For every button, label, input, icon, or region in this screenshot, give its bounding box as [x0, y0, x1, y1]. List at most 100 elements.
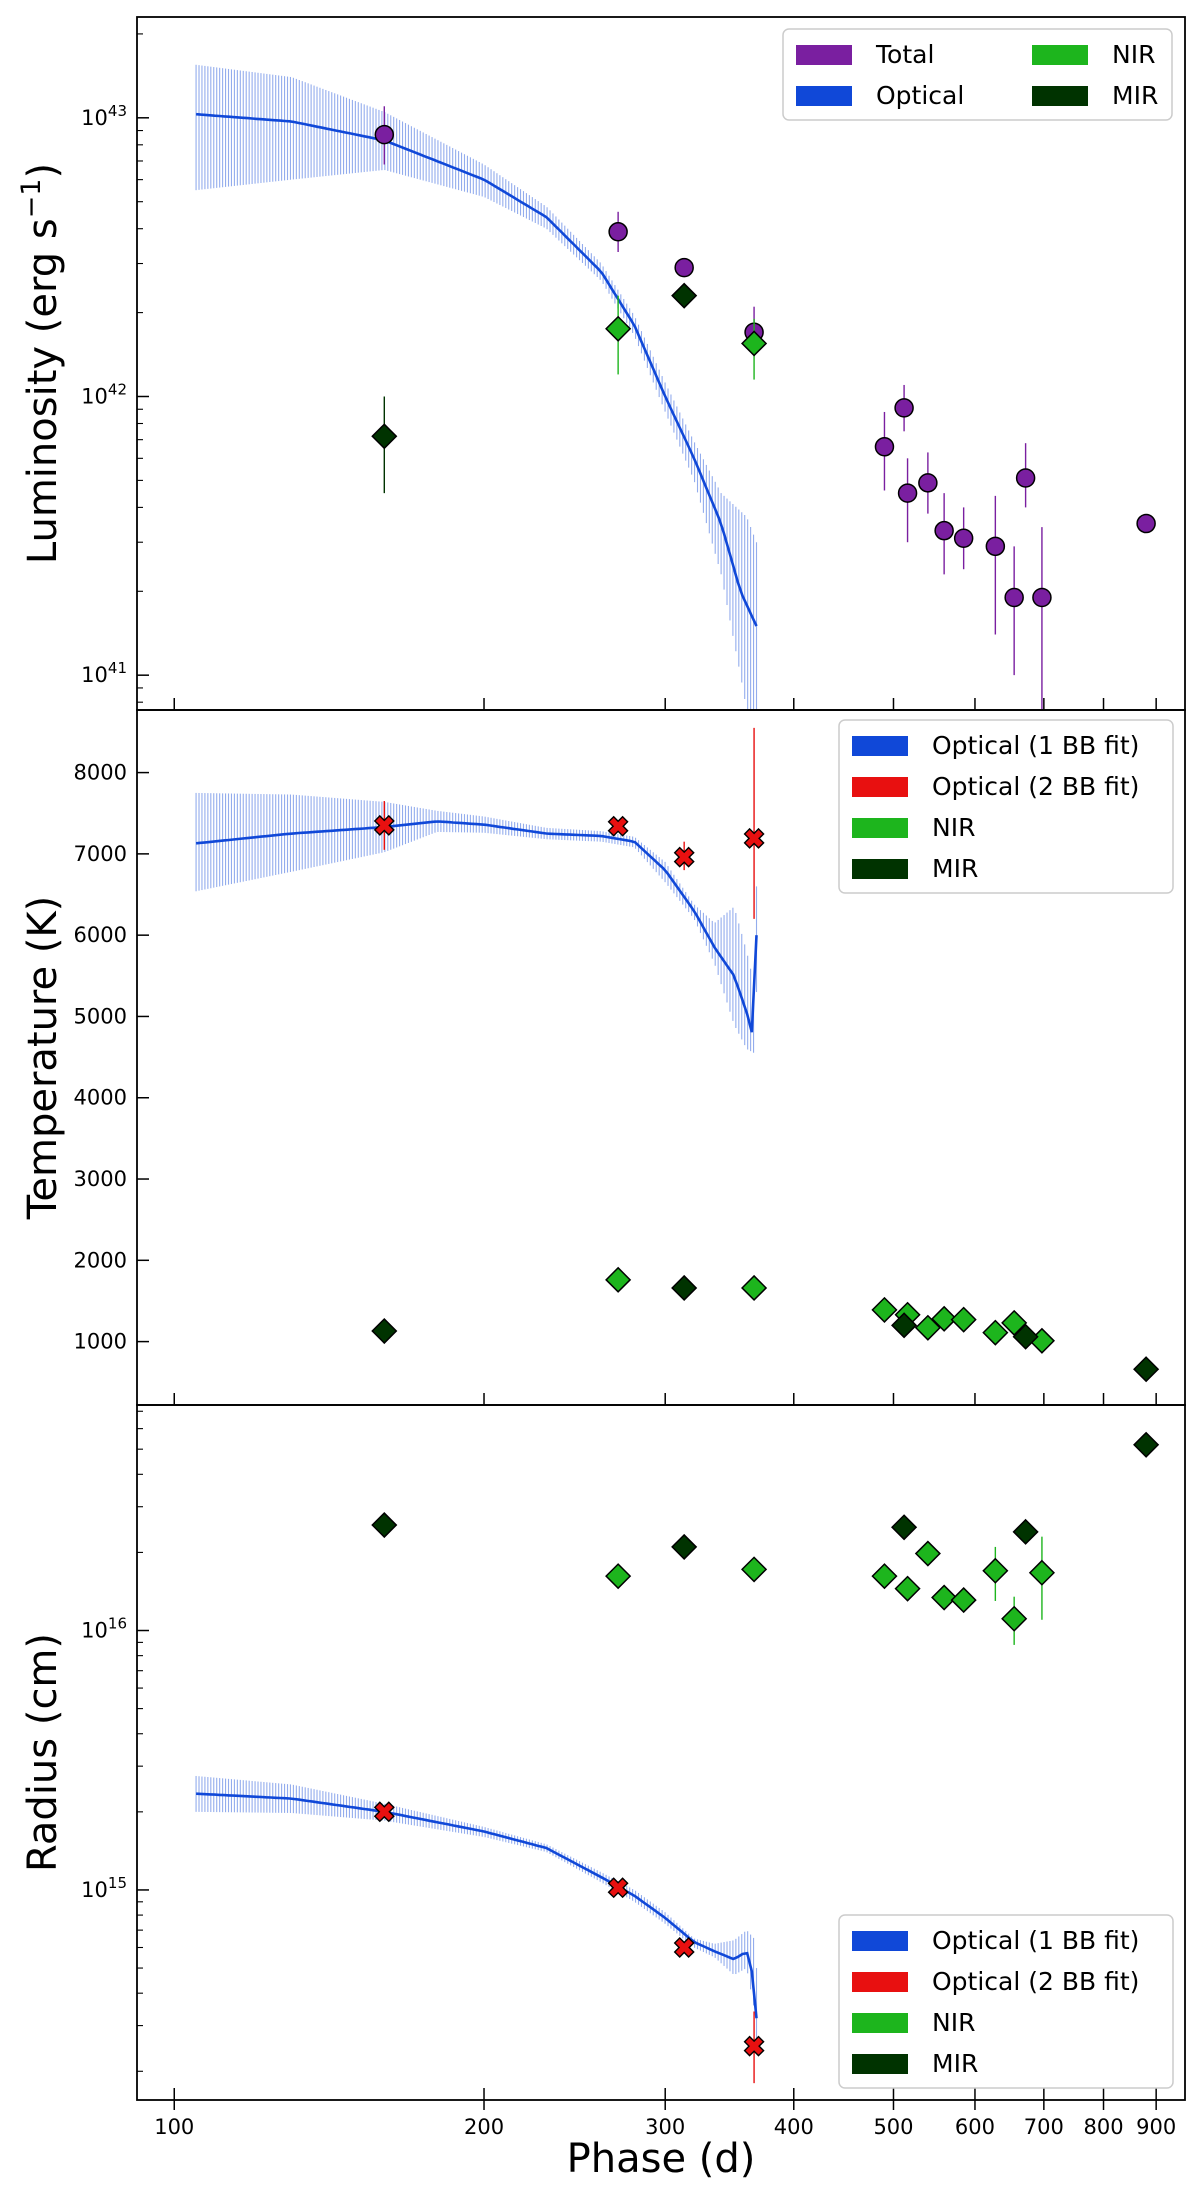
data-point	[914, 1314, 941, 1341]
legend-label: NIR	[932, 2008, 975, 2037]
x-tick-label: 200	[464, 2115, 504, 2139]
legend-swatch	[852, 1931, 908, 1951]
y-tick-label: 2000	[74, 1248, 127, 1272]
y-ticks: 1015 1016	[81, 1410, 149, 2072]
data-point	[982, 1319, 1009, 1346]
legend-box	[838, 1914, 1174, 2089]
series-mir	[371, 282, 698, 494]
y-tick-label: 1015	[81, 1874, 127, 1902]
x-tick-label: 900	[1136, 2115, 1176, 2139]
x-tick-label: 600	[955, 2115, 995, 2139]
data-point	[371, 423, 398, 450]
legend-label: MIR	[932, 2049, 978, 2078]
legend-label: NIR	[1112, 40, 1155, 69]
data-point	[673, 1937, 695, 1958]
data-point	[1015, 468, 1036, 488]
series-nir	[605, 1536, 1055, 1645]
data-point	[871, 1296, 898, 1323]
legend-swatch	[852, 2013, 908, 2033]
optical-uncertainty-band	[195, 792, 758, 1053]
x-tick-label: 800	[1083, 2115, 1123, 2139]
data-point	[891, 1312, 918, 1339]
y-axis-label: Luminosity (erg s−1)	[16, 163, 66, 564]
optical-fit-line	[196, 1792, 758, 2019]
panel-temperature: 1000 2000 3000 4000 5000 6000 7000 8000 Temperat…	[20, 709, 1186, 1406]
data-point	[982, 1557, 1009, 1584]
data-point	[741, 1556, 768, 1583]
legend-swatch	[852, 2054, 908, 2074]
legend-label: MIR	[1112, 81, 1158, 110]
legend-swatch	[852, 859, 908, 879]
data-point	[891, 1514, 918, 1541]
y-axis-label: Radius (cm)	[20, 1633, 66, 1872]
optical-uncertainty-band	[195, 64, 758, 710]
plot-area	[195, 727, 1160, 1383]
y-tick-label: 3000	[74, 1167, 127, 1191]
y-tick-label: 1000	[74, 1330, 127, 1354]
y-tick-label: 1042	[81, 380, 127, 408]
series-mir	[371, 1274, 1160, 1383]
plot-area	[195, 1431, 1160, 2084]
legend-label: Optical (2 BB fit)	[932, 1967, 1139, 1996]
x-tick-label: 100	[154, 2115, 194, 2139]
x-tick-label: 500	[873, 2115, 913, 2139]
panel-radius: 100 200 300 400 500 600 700 800 900 1015 1016 Radiu…	[20, 1404, 1186, 2182]
data-point	[1012, 1323, 1039, 1350]
optical-fit-line	[195, 112, 758, 627]
data-point	[950, 1587, 977, 1614]
series-optical-2-bb-fit	[373, 1801, 765, 2084]
data-point	[1004, 587, 1024, 608]
data-point	[671, 1533, 698, 1560]
data-point	[674, 257, 694, 278]
optical-fit-line	[195, 820, 758, 1033]
data-point	[931, 1584, 958, 1611]
y-tick-label: 7000	[74, 842, 127, 866]
data-point	[741, 330, 768, 357]
data-point	[1133, 1356, 1160, 1383]
y-tick-label: 8000	[74, 761, 127, 785]
x-ticks: 100 200 300 400 500 600 700 800 900	[154, 2088, 1176, 2139]
data-point	[894, 398, 914, 418]
data-point	[743, 827, 765, 849]
legend-label: NIR	[932, 813, 975, 842]
data-point	[741, 1274, 768, 1302]
series-total	[374, 106, 1156, 710]
legend-swatch	[852, 777, 908, 797]
data-point	[871, 1563, 898, 1590]
legend-box	[838, 719, 1174, 894]
series-nir	[605, 1266, 1055, 1354]
y-ticks: 1041 1042 1043	[81, 33, 149, 703]
data-point	[371, 1317, 398, 1345]
optical-uncertainty-band	[195, 1775, 758, 2042]
legend-label: MIR	[932, 854, 978, 883]
data-point	[1032, 587, 1052, 608]
legend-label: Total	[875, 40, 934, 69]
panel-frame	[136, 1404, 1186, 2101]
panel-luminosity: 1041 1042 1043 Luminosity (erg s−1) Total NIR…	[16, 16, 1186, 711]
data-point	[874, 437, 895, 457]
x-axis-label: Phase (d)	[567, 2136, 756, 2182]
legend-swatch	[1032, 86, 1088, 106]
legend-swatch	[852, 818, 908, 838]
data-point	[373, 814, 395, 836]
data-point	[985, 536, 1006, 557]
legend: Optical (1 BB fit) Optical (2 BB fit) NIR M…	[838, 719, 1174, 894]
data-point	[605, 1266, 632, 1293]
series-optical-2-bb-fit	[373, 727, 765, 919]
y-tick-label: 1016	[81, 1615, 127, 1643]
data-point	[671, 282, 698, 309]
data-point	[918, 473, 938, 493]
legend-label: Optical	[876, 81, 964, 110]
data-point	[605, 315, 632, 342]
data-point	[607, 1877, 629, 1899]
legend-swatch	[852, 736, 908, 756]
x-tick-label: 400	[774, 2115, 814, 2139]
data-point	[673, 846, 695, 868]
data-point	[914, 1540, 941, 1567]
data-point	[1133, 1431, 1160, 1458]
legend: Total NIR Optical MIR	[782, 28, 1173, 121]
data-point	[894, 1575, 921, 1602]
plot-area	[195, 64, 1156, 710]
data-point	[671, 1274, 698, 1302]
